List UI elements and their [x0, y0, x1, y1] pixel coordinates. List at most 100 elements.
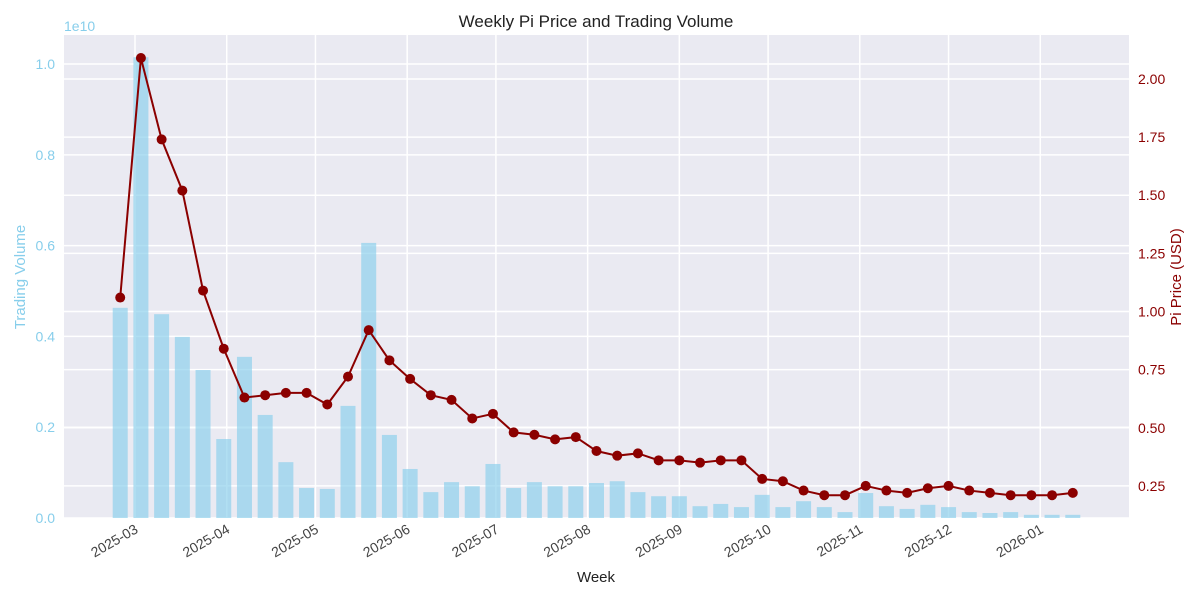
x-tick-label: 2025-10	[721, 521, 774, 561]
price-point	[446, 394, 457, 405]
y-left-tick-label: 0.6	[36, 238, 56, 254]
x-tick-label: 2025-07	[449, 521, 502, 561]
x-tick-label: 2025-06	[360, 521, 413, 561]
price-point	[591, 446, 602, 457]
y-right-tick-label: 1.00	[1138, 303, 1165, 319]
volume-bar	[692, 506, 708, 518]
y-left-tick-label: 0.8	[36, 147, 56, 163]
y-right-tick-label: 1.50	[1138, 187, 1165, 203]
price-point	[425, 390, 436, 401]
price-point	[405, 373, 416, 384]
volume-bar	[651, 496, 667, 518]
price-point	[156, 134, 167, 145]
y-left-tick-label: 0.0	[36, 510, 56, 526]
x-tick-label: 2025-03	[88, 521, 141, 561]
volume-bar	[444, 482, 460, 518]
volume-bar	[133, 57, 149, 519]
y-axis-left-label: Trading Volume	[12, 225, 29, 330]
price-point	[695, 457, 706, 468]
volume-bar	[174, 336, 190, 518]
price-point	[1005, 490, 1016, 501]
volume-bar	[1023, 514, 1039, 518]
y-axis-right-label: Pi Price (USD)	[1168, 228, 1185, 326]
price-point	[198, 285, 209, 296]
volume-bar	[236, 356, 252, 518]
y-left-tick-label: 0.2	[36, 419, 56, 435]
volume-bar	[941, 507, 957, 518]
price-point	[322, 399, 333, 410]
price-point	[964, 485, 975, 496]
volume-bar	[775, 507, 791, 518]
price-point	[301, 387, 312, 398]
volume-bar	[526, 482, 542, 518]
price-point	[239, 392, 250, 403]
volume-bar	[319, 488, 335, 518]
volume-bar	[464, 486, 480, 518]
volume-bar	[423, 492, 439, 518]
price-point	[467, 413, 478, 424]
y-left-tick-label: 1.0	[36, 56, 56, 72]
volume-bar	[299, 488, 315, 518]
y-left-tick-label: 0.4	[36, 328, 56, 344]
volume-bar	[402, 468, 418, 518]
volume-bar	[568, 486, 584, 518]
volume-bar	[982, 513, 998, 518]
volume-bar	[278, 462, 294, 518]
price-point	[819, 490, 830, 501]
y-right-tick-label: 1.75	[1138, 129, 1165, 145]
volume-bar	[154, 314, 170, 518]
price-point	[736, 455, 747, 466]
price-point	[218, 343, 229, 354]
volume-bar	[257, 414, 273, 518]
price-point	[487, 408, 498, 419]
y-left-offset-label: 1e10	[64, 18, 95, 34]
volume-bar	[671, 496, 687, 518]
volume-bar	[381, 434, 397, 518]
price-point	[860, 480, 871, 491]
price-point	[922, 483, 933, 494]
volume-bar	[920, 504, 936, 518]
price-point	[715, 455, 726, 466]
x-tick-label: 2025-11	[814, 521, 866, 560]
price-point	[508, 427, 519, 438]
price-point	[902, 487, 913, 498]
volume-bar	[796, 501, 812, 518]
price-point	[984, 487, 995, 498]
y-right-tick-label: 2.00	[1138, 71, 1165, 87]
volume-bar	[858, 493, 874, 518]
price-point	[1026, 490, 1037, 501]
volume-bar	[195, 370, 211, 518]
y-right-tick-label: 0.25	[1138, 478, 1165, 494]
y-right-tick-label: 1.25	[1138, 245, 1165, 261]
price-point	[529, 429, 540, 440]
volume-bar	[547, 486, 563, 518]
volume-bar	[961, 512, 977, 518]
price-point	[1067, 487, 1078, 498]
price-point	[840, 490, 850, 501]
x-tick-label: 2025-05	[268, 521, 321, 561]
price-point	[674, 455, 685, 466]
volume-bar	[733, 507, 749, 518]
volume-bar	[1065, 514, 1081, 518]
volume-bar	[899, 508, 915, 518]
price-point	[943, 480, 954, 491]
volume-bar	[630, 492, 646, 518]
volume-bar	[609, 481, 625, 518]
volume-bar	[1003, 512, 1019, 518]
price-point	[135, 53, 146, 64]
x-tick-label: 2025-04	[180, 521, 233, 561]
price-point	[632, 448, 643, 459]
y-right-tick-label: 0.75	[1138, 362, 1165, 378]
price-point	[260, 390, 271, 401]
x-tick-label: 2025-12	[902, 521, 955, 561]
x-axis-label: Week	[577, 569, 616, 586]
price-point	[363, 325, 374, 336]
price-point	[550, 434, 561, 445]
volume-bar	[340, 405, 356, 518]
volume-bar	[713, 503, 729, 518]
chart-title: Weekly Pi Price and Trading Volume	[459, 12, 734, 31]
price-point	[384, 355, 395, 366]
price-point	[612, 450, 623, 461]
